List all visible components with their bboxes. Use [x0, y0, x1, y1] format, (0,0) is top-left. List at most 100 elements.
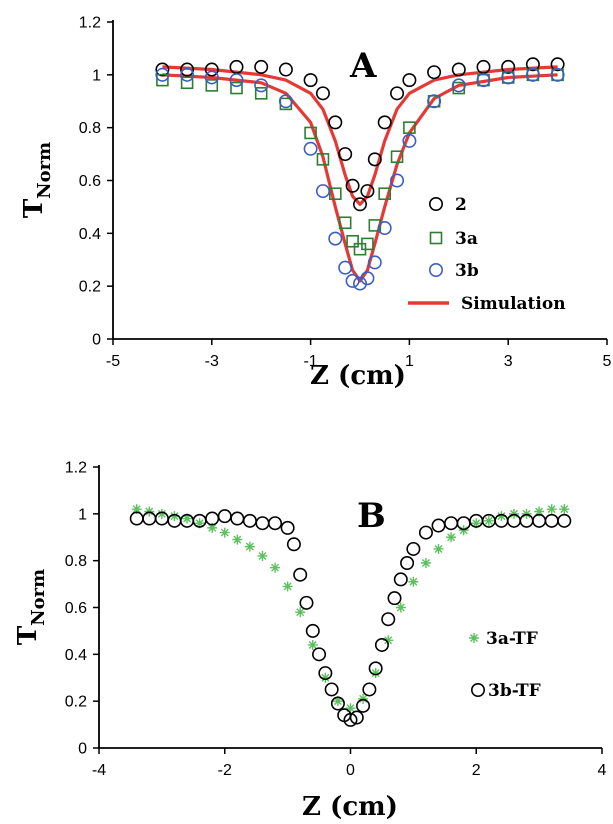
chart-b-point [169, 511, 180, 522]
chart-b-legend-label: 3a-TF [486, 629, 538, 649]
chart-a-series-line-4 [162, 73, 558, 283]
chart-a-point [501, 70, 516, 85]
chart-a-series-2 [155, 57, 565, 212]
chart-a-point [451, 62, 466, 77]
chart-b-point [286, 537, 301, 552]
chart-a-point [338, 260, 353, 275]
chart-a-point [204, 70, 219, 85]
chart-a-point [550, 57, 565, 72]
chart-a-point [328, 231, 343, 246]
chart-a-point [205, 79, 219, 92]
chart-a-y-tick-label: 0.8 [79, 120, 101, 137]
chart-b-point [395, 602, 406, 613]
chart-b-point [330, 696, 345, 711]
chart-b-x-tick-label: -4 [92, 762, 106, 779]
chart-a-y-tick-label: 1 [92, 67, 101, 84]
chart-b-point [205, 511, 220, 526]
chart-b-x-tick-label: -2 [218, 762, 232, 779]
chart-b-point [312, 647, 327, 662]
chart-a-legend-swatch [428, 262, 443, 277]
chart-a-point [390, 150, 404, 164]
chart-b-y-axis-label: TNorm [13, 569, 49, 645]
chart-a-point [360, 184, 375, 199]
chart-b-point [324, 682, 339, 697]
chart-b-point [230, 511, 245, 526]
chart-b-x-axis-label: Z (cm) [302, 792, 398, 822]
chart-b-y-axis-label-main: T [13, 625, 43, 645]
chart-a-series-simulation [162, 65, 558, 206]
chart-a-point [367, 255, 382, 270]
chart-b-point [282, 581, 293, 592]
chart-b-point [217, 509, 232, 524]
chart-a-point [390, 86, 405, 101]
chart-a-point [345, 178, 360, 193]
chart-b-point [368, 661, 383, 676]
chart-b-point [557, 513, 572, 528]
chart-a-x-tick-label: -5 [106, 353, 120, 370]
chart-b-point [471, 518, 482, 529]
chart-b-point [131, 504, 142, 515]
chart-a-point [316, 153, 330, 166]
chart-a-point [278, 62, 293, 77]
chart-a-point [501, 59, 516, 74]
chart-a-point [303, 73, 318, 88]
chart-b-legend-swatch [470, 682, 485, 697]
chart-a-point [476, 73, 491, 88]
chart-a-point [525, 67, 540, 82]
chart-a-point [525, 57, 540, 72]
chart-b-point [307, 639, 318, 650]
chart-b: 0 0.2 0.4 0.6 0.8 1 1.2 -4 -2 0 2 4 Z (cm) TNorm B 3a-T… [13, 460, 607, 823]
chart-b-y-tick-label: 1.2 [65, 460, 87, 477]
chart-a-point [402, 133, 417, 148]
chart-a-x-tick-label: 1 [405, 353, 414, 370]
chart-b-point [343, 712, 358, 727]
chart-a-point [180, 67, 195, 82]
chart-b-point [219, 527, 230, 538]
chart-b-legend-label: 3b-TF [488, 681, 541, 701]
chart-b-point [521, 508, 532, 519]
chart-a-point [180, 62, 195, 77]
chart-a-y-axis-label-sub: Norm [34, 142, 55, 199]
chart-b-point [194, 518, 205, 529]
chart-b-point [295, 607, 306, 618]
chart-b-x-tick-label: 4 [598, 762, 607, 779]
chart-a-point [476, 59, 491, 74]
chart-a-x-axis-label: Z (cm) [310, 361, 406, 391]
chart-a-legend-swatch [429, 231, 443, 245]
chart-b-point [244, 541, 255, 552]
chart-a-x-tick-label: 5 [603, 353, 612, 370]
chart-a-point [229, 59, 244, 74]
chart-a-point [328, 115, 343, 130]
chart-b-legend: 3a-TF 3b-TF [469, 629, 541, 701]
chart-a-point [155, 67, 170, 82]
chart-a-y-tick-label: 0.2 [79, 279, 101, 296]
chart-a-x-tick-label: -1 [303, 353, 317, 370]
chart-b-point [156, 508, 167, 519]
chart-a-y-axis-label: TNorm [19, 142, 55, 218]
chart-a-point [427, 94, 442, 109]
chart-a-point [550, 67, 565, 82]
chart-b-point [408, 576, 419, 587]
chart-b-point [257, 550, 268, 561]
chart-b-x-tick-label: 2 [472, 762, 481, 779]
chart-b-point [433, 543, 444, 554]
chart-a-y-tick-label: 0.6 [79, 173, 101, 190]
chart-b-point [129, 511, 144, 526]
chart-b-point [299, 595, 314, 610]
chart-a-y-tick-label: 0.4 [79, 226, 101, 243]
chart-b-point [387, 591, 402, 606]
chart-a-point [254, 87, 268, 100]
chart-b-point [508, 508, 519, 519]
chart-b-y-axis-label-sub: Norm [28, 569, 49, 626]
chart-a-point [155, 62, 170, 77]
chart-b-point [418, 525, 433, 540]
chart-a-point [315, 184, 330, 199]
chart-b-point [532, 513, 547, 528]
chart-b-point [446, 532, 457, 543]
chart-b-y-tick-label: 1 [78, 506, 87, 523]
chart-b-point [332, 696, 343, 707]
chart-a-point [278, 94, 293, 109]
chart-a-point [403, 121, 416, 134]
chart-b-series-3a-tf [131, 504, 570, 714]
